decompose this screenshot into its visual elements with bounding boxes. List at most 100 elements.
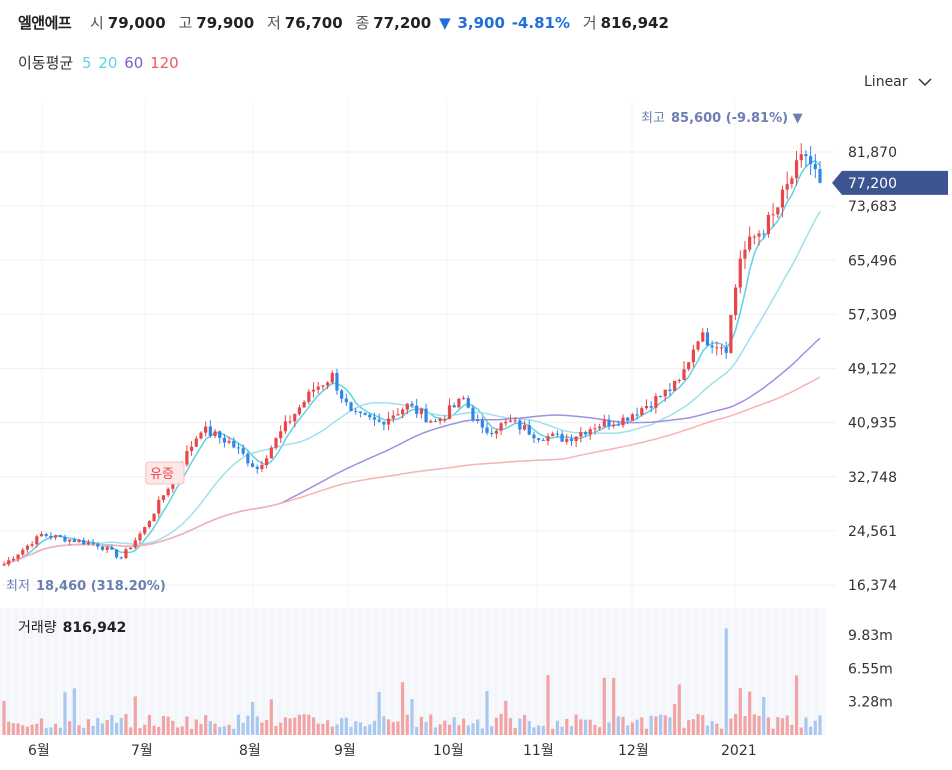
- volume-bar: [279, 722, 283, 735]
- candle-body: [597, 426, 602, 429]
- volume-bar: [199, 724, 203, 735]
- candle-body: [461, 398, 466, 400]
- candle-body: [743, 249, 747, 259]
- candle-body: [668, 389, 672, 392]
- candle-body: [363, 413, 367, 415]
- candle-body: [748, 236, 752, 250]
- candle-body: [349, 402, 353, 412]
- volume-bar: [204, 715, 208, 735]
- y-tick-label: 24,561: [848, 524, 897, 540]
- volume-bar: [602, 677, 606, 735]
- volume-bar: [44, 727, 48, 735]
- candle-body: [35, 536, 39, 545]
- volume-bar: [447, 724, 452, 735]
- open-value: 79,000: [107, 14, 166, 32]
- candle-body: [232, 440, 236, 448]
- volume-bar: [818, 715, 822, 735]
- candle-body: [729, 315, 733, 353]
- volume-bar: [504, 700, 508, 735]
- volume-bar: [799, 727, 803, 735]
- candle-body: [143, 527, 147, 534]
- volume-bar: [311, 717, 316, 735]
- candle-body: [222, 437, 227, 443]
- volume-bar: [180, 726, 184, 735]
- volume-bar: [307, 714, 311, 735]
- volume-bar: [349, 726, 353, 735]
- candle-body: [189, 446, 194, 452]
- volume-bar: [302, 714, 306, 735]
- volume-bar: [532, 727, 536, 735]
- volume-bar: [415, 727, 419, 735]
- volume-bar: [452, 717, 456, 735]
- volume-bar: [626, 725, 630, 735]
- candle-body: [785, 184, 789, 190]
- volume-bar: [63, 692, 67, 735]
- volume-bar: [541, 725, 545, 735]
- max-annotation-label: 최고: [641, 111, 665, 126]
- volume-bar: [396, 721, 400, 735]
- candle-body: [382, 421, 386, 425]
- volume-bar: [11, 723, 15, 735]
- candle-body: [68, 539, 72, 542]
- candle-body: [236, 447, 241, 449]
- candle-body: [419, 408, 423, 414]
- y-tick-label: 65,496: [848, 253, 897, 269]
- volume-bar: [68, 721, 72, 735]
- volume-bar: [588, 719, 592, 735]
- ma-label: 이동평균: [18, 54, 74, 72]
- volume-bar: [129, 727, 133, 735]
- volume-bar: [443, 720, 447, 735]
- volume-bar: [762, 696, 766, 735]
- candle-body: [433, 421, 438, 423]
- volume-bar: [771, 728, 775, 735]
- candle-body: [780, 189, 785, 208]
- candle-body: [499, 423, 503, 431]
- volume-bar: [719, 728, 724, 735]
- volume-bar: [246, 715, 250, 735]
- scale-selector[interactable]: Linear: [864, 74, 932, 90]
- candle-body: [630, 414, 635, 421]
- candle-body: [733, 287, 738, 316]
- moving-average-legend[interactable]: 이동평균 5 20 60 120: [18, 52, 183, 73]
- y-tick-label: 81,870: [848, 145, 897, 161]
- candle-body: [124, 549, 128, 559]
- volume-bar: [39, 718, 44, 735]
- candle-body: [673, 380, 677, 392]
- candle-body: [762, 233, 766, 235]
- volume-bar: [16, 723, 20, 735]
- candle-body: [405, 403, 409, 410]
- volume-bar: [433, 727, 438, 735]
- volume-pane-value: 816,942: [62, 620, 127, 636]
- volume-bar: [213, 723, 217, 735]
- candle-body: [372, 417, 377, 420]
- volume-bar: [114, 722, 119, 735]
- volume-bar: [494, 717, 499, 735]
- volume-bar: [274, 726, 278, 735]
- high-label: 고: [178, 14, 193, 32]
- volume-bar: [705, 725, 710, 735]
- candle-body: [96, 543, 100, 547]
- volume-bar: [166, 716, 170, 735]
- volume-bar: [405, 714, 409, 735]
- volume-bar: [410, 699, 414, 735]
- volume-bar: [555, 720, 559, 735]
- candle-body: [358, 411, 363, 414]
- candle-body: [649, 406, 653, 408]
- candle-body: [133, 540, 137, 548]
- volume-bar: [382, 716, 386, 735]
- volume-pane-label: 거래량 816,942: [18, 617, 126, 637]
- volume-bar: [335, 724, 339, 735]
- candle-body: [555, 433, 559, 435]
- candle-body: [91, 542, 95, 544]
- stock-name: 엘앤에프: [18, 14, 72, 32]
- candle-body: [265, 458, 269, 465]
- volume-bar: [119, 717, 123, 735]
- volume-bar: [124, 713, 128, 735]
- volume-bar: [377, 692, 381, 735]
- candle-body: [574, 436, 578, 442]
- volume-bar: [77, 725, 81, 735]
- candle-body: [799, 154, 803, 161]
- volume-bar: [649, 715, 653, 735]
- x-tick-label: 9월: [334, 743, 356, 759]
